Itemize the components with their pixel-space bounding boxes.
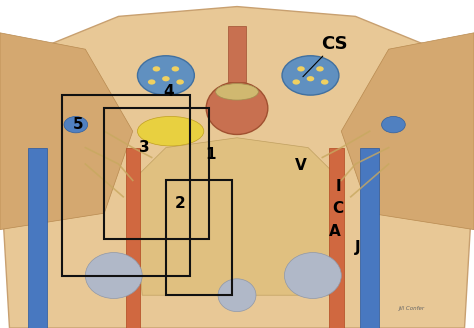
Text: V: V — [295, 158, 307, 173]
Circle shape — [382, 116, 405, 133]
Text: 1: 1 — [206, 147, 216, 162]
Circle shape — [321, 79, 328, 85]
Circle shape — [176, 79, 184, 85]
Circle shape — [162, 76, 170, 81]
Polygon shape — [0, 7, 474, 328]
Circle shape — [137, 56, 194, 95]
Ellipse shape — [137, 116, 204, 146]
Polygon shape — [329, 148, 344, 328]
Text: CS: CS — [321, 35, 347, 53]
Ellipse shape — [284, 253, 341, 298]
Circle shape — [292, 79, 300, 85]
Bar — [166, 180, 232, 295]
Ellipse shape — [206, 82, 268, 134]
Text: A: A — [329, 224, 340, 239]
Bar — [104, 108, 209, 239]
Polygon shape — [126, 148, 140, 328]
Circle shape — [153, 66, 160, 72]
Polygon shape — [133, 138, 341, 295]
Text: 3: 3 — [139, 140, 150, 155]
Polygon shape — [28, 148, 47, 328]
Circle shape — [316, 66, 324, 72]
Ellipse shape — [216, 84, 258, 100]
Text: J: J — [355, 240, 361, 255]
Circle shape — [297, 66, 305, 72]
Text: 4: 4 — [163, 84, 173, 99]
Polygon shape — [360, 148, 379, 328]
Polygon shape — [341, 33, 474, 230]
Ellipse shape — [85, 253, 142, 298]
Circle shape — [148, 79, 155, 85]
Circle shape — [172, 66, 179, 72]
Polygon shape — [228, 26, 246, 82]
Text: Jill Confer: Jill Confer — [399, 306, 426, 311]
Polygon shape — [0, 33, 133, 230]
Text: C: C — [332, 201, 343, 216]
Text: 5: 5 — [73, 117, 83, 132]
Circle shape — [307, 76, 314, 81]
Ellipse shape — [218, 279, 256, 312]
Circle shape — [282, 56, 339, 95]
Text: 2: 2 — [175, 196, 185, 211]
Bar — [62, 95, 190, 276]
Text: I: I — [336, 179, 342, 195]
Circle shape — [64, 116, 88, 133]
